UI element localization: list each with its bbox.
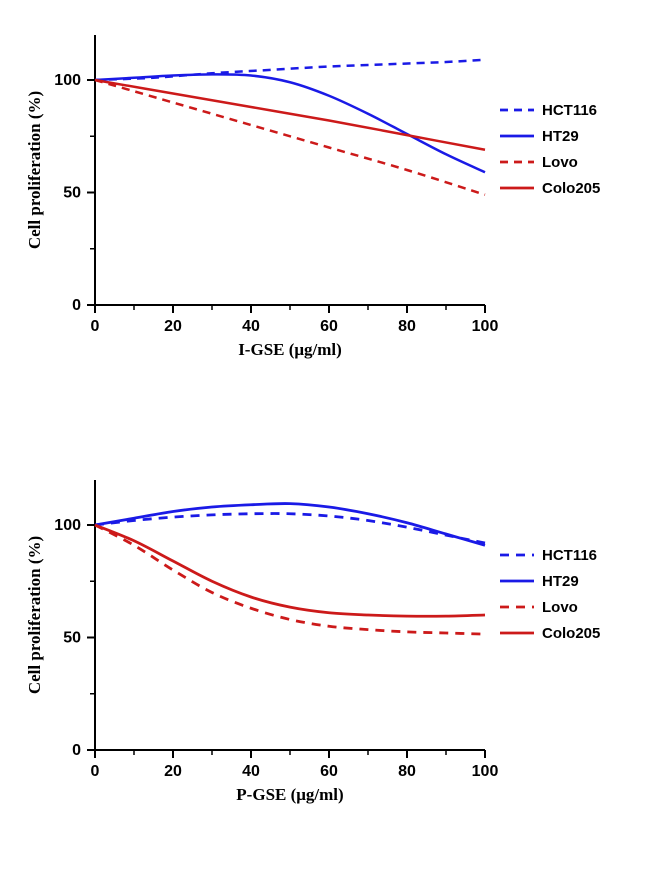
- x-tick-label: 40: [242, 763, 260, 780]
- chart-svg: 0 20 40 60 80 100 0 50 100 I-GSE (μg/ml) Cell prol…: [0, 0, 650, 878]
- x-tick-label: 0: [91, 763, 100, 780]
- series-ht29: [95, 504, 485, 546]
- y-axis-label: Cell proliferation (%): [25, 536, 44, 694]
- x-tick-label: 80: [398, 318, 416, 335]
- x-tick-label: 20: [164, 763, 182, 780]
- series-lovo: [95, 525, 485, 634]
- y-tick-label: 50: [63, 185, 81, 202]
- x-axis-label: P-GSE (μg/ml): [236, 785, 343, 804]
- y-tick-label: 50: [63, 630, 81, 647]
- legend-label-lovo: Lovo: [542, 599, 578, 616]
- y-tick-label: 100: [54, 72, 81, 89]
- legend-label-colo205: Colo205: [542, 625, 600, 642]
- panel-top: 0 20 40 60 80 100 0 50 100 I-GSE (μg/ml) Cell prol…: [25, 35, 600, 359]
- legend-label-hct116: HCT116: [542, 102, 597, 119]
- x-tick-label: 60: [320, 763, 338, 780]
- legend-label-colo205: Colo205: [542, 180, 600, 197]
- y-axis-label: Cell proliferation (%): [25, 91, 44, 249]
- series-lovo: [95, 80, 485, 195]
- series-colo205: [95, 525, 485, 616]
- legend-label-ht29: HT29: [542, 128, 579, 145]
- legend-label-hct116: HCT116: [542, 547, 597, 564]
- y-tick-label: 0: [72, 297, 81, 314]
- y-tick-label: 100: [54, 517, 81, 534]
- legend-label-lovo: Lovo: [542, 154, 578, 171]
- x-tick-label: 100: [472, 318, 499, 335]
- x-axis-label: I-GSE (μg/ml): [238, 340, 342, 359]
- legend-label-ht29: HT29: [542, 573, 579, 590]
- x-tick-label: 20: [164, 318, 182, 335]
- x-tick-label: 80: [398, 763, 416, 780]
- x-tick-label: 60: [320, 318, 338, 335]
- figure-container: 0 20 40 60 80 100 0 50 100 I-GSE (μg/ml) Cell prol…: [0, 0, 650, 878]
- y-tick-label: 0: [72, 742, 81, 759]
- x-tick-label: 0: [91, 318, 100, 335]
- x-tick-label: 100: [472, 763, 499, 780]
- panel-bottom: 0 20 40 60 80 100 0 50 100 P-GSE (μg/ml) Cell prol…: [25, 480, 600, 804]
- series-colo205: [95, 80, 485, 150]
- x-tick-label: 40: [242, 318, 260, 335]
